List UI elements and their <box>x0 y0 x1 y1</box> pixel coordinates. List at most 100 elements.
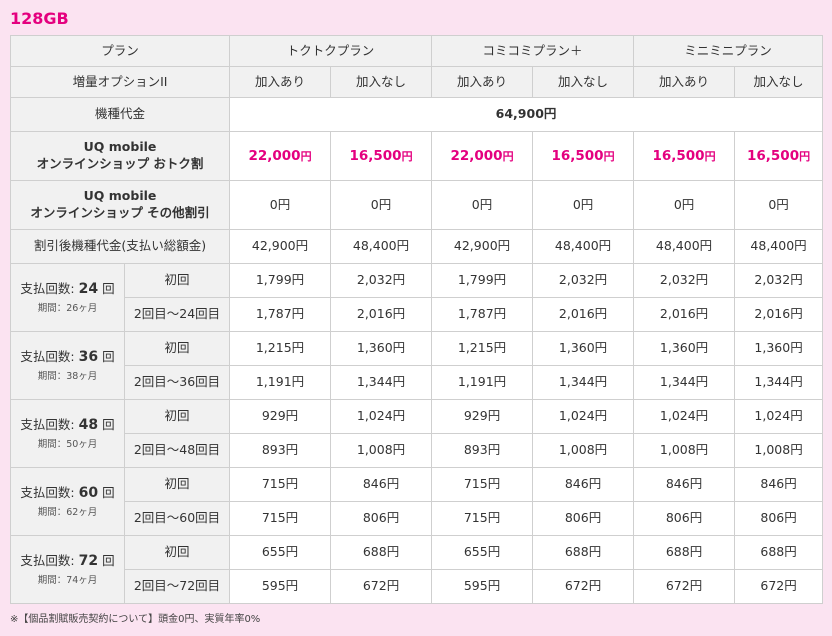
first-payment-value: 688円 <box>633 535 736 570</box>
footnote: ※【個品割賦販売契約について】頭金0円、実質年率0% <box>10 614 261 625</box>
rest-payment-value: 1,008円 <box>633 433 736 468</box>
payment-period: 期間：26ヶ月 <box>37 302 98 314</box>
first-payment-label: 初回 <box>123 535 231 570</box>
payment-row-first: 支払回数: 24 回期間：26ヶ月 初回 1,799円 2,032円 1,799円 2,0… <box>10 263 824 332</box>
first-payment-label: 初回 <box>123 467 231 502</box>
first-payment-value: 846円 <box>734 467 824 502</box>
rest-payment-value: 672円 <box>330 569 433 604</box>
other-discount-value: 0円 <box>532 180 635 230</box>
rest-payment-value: 715円 <box>431 501 534 536</box>
first-payment-value: 1,215円 <box>229 331 332 366</box>
price-table: プラン トクトクプラン コミコミプラン＋ ミニミニプラン 増量オプションII 加… <box>9 35 824 604</box>
first-payment-value: 2,032円 <box>330 263 433 298</box>
otoku-discount-unit: 円 <box>401 149 413 163</box>
rest-payment-value: 2,016円 <box>734 297 824 332</box>
rest-payment-value: 1,191円 <box>431 365 534 400</box>
after-discount-value: 48,400円 <box>734 229 824 264</box>
rest-payment-label: 2回目〜72回目 <box>123 569 231 604</box>
first-payment-label: 初回 <box>123 331 231 366</box>
rest-payment-value: 1,008円 <box>532 433 635 468</box>
payment-row-first: 支払回数: 60 回期間：62ヶ月 初回 715円 846円 715円 846円 846円 8… <box>10 467 824 536</box>
rest-payment-value: 672円 <box>734 569 824 604</box>
payment-count: 72 <box>78 552 99 569</box>
payment-row-first: 支払回数: 48 回期間：50ヶ月 初回 929円 1,024円 929円 1,024円 1… <box>10 399 824 468</box>
first-payment-value: 846円 <box>633 467 736 502</box>
rest-payment-value: 1,344円 <box>532 365 635 400</box>
payment-prefix: 支払回数: <box>20 348 75 364</box>
discount-label-line2: オンラインショップ おトク割 <box>36 156 204 171</box>
after-discount-label: 割引後機種代金(支払い総額金) <box>9 229 231 264</box>
after-discount-value: 48,400円 <box>532 229 635 264</box>
first-payment-value: 929円 <box>229 399 332 434</box>
first-payment-value: 1,799円 <box>229 263 332 298</box>
after-discount-value: 48,400円 <box>330 229 433 264</box>
discount-otoku-label: UQ mobile オンラインショップ おトク割 <box>9 131 231 181</box>
first-payment-value: 929円 <box>431 399 534 434</box>
discount-label-line1: UQ mobile <box>83 188 157 204</box>
option-sub-header: 加入あり <box>633 66 736 98</box>
first-payment-value: 846円 <box>532 467 635 502</box>
first-payment-value: 715円 <box>431 467 534 502</box>
device-price-label: 機種代金 <box>9 97 231 132</box>
rest-payment-value: 1,008円 <box>330 433 433 468</box>
rest-payment-label: 2回目〜36回目 <box>123 365 231 400</box>
first-payment-value: 688円 <box>532 535 635 570</box>
payment-prefix: 支払回数: <box>20 416 75 432</box>
first-payment-value: 2,032円 <box>532 263 635 298</box>
rest-payment-value: 2,016円 <box>532 297 635 332</box>
discount-label-line1: UQ mobile <box>83 139 157 155</box>
payment-count: 48 <box>78 416 99 433</box>
plan-name-tokutoku: トクトクプラン <box>229 35 433 67</box>
otoku-discount-cell: 22,000円 <box>431 131 534 181</box>
payment-row-first: 支払回数: 36 回期間：38ヶ月 初回 1,215円 1,360円 1,215円 1,3… <box>10 331 824 400</box>
other-discount-value: 0円 <box>633 180 736 230</box>
first-payment-value: 846円 <box>330 467 433 502</box>
first-payment-value: 715円 <box>229 467 332 502</box>
payment-count-label: 支払回数: 60 回期間：62ヶ月 <box>10 467 125 536</box>
option-sub-header: 加入あり <box>229 66 332 98</box>
otoku-discount-cell: 16,500円 <box>734 131 824 181</box>
other-discount-value: 0円 <box>431 180 534 230</box>
otoku-discount-cell: 16,500円 <box>532 131 635 181</box>
first-payment-value: 1,360円 <box>330 331 433 366</box>
after-discount-value: 42,900円 <box>229 229 332 264</box>
payment-prefix: 支払回数: <box>20 280 75 296</box>
otoku-discount-unit: 円 <box>704 149 716 163</box>
first-payment-value: 1,024円 <box>532 399 635 434</box>
payment-row-rest: 2回目〜36回目 1,191円 1,344円 1,191円 1,344円 1,344円 1,… <box>11 365 824 400</box>
payment-suffix: 回 <box>102 280 115 296</box>
payment-suffix: 回 <box>102 484 115 500</box>
rest-payment-value: 1,344円 <box>633 365 736 400</box>
otoku-discount-cell: 16,500円 <box>633 131 736 181</box>
rest-payment-value: 1,344円 <box>734 365 824 400</box>
payment-count-label: 支払回数: 72 回期間：74ヶ月 <box>10 535 125 604</box>
payment-period: 期間：38ヶ月 <box>37 370 98 382</box>
otoku-discount-value: 22,000 <box>248 147 301 164</box>
first-payment-value: 688円 <box>734 535 824 570</box>
otoku-discount-unit: 円 <box>300 149 312 163</box>
discount-other-label: UQ mobile オンラインショップ その他割引 <box>9 180 231 230</box>
rest-payment-value: 806円 <box>330 501 433 536</box>
first-payment-value: 1,360円 <box>633 331 736 366</box>
rest-payment-value: 1,787円 <box>229 297 332 332</box>
first-payment-value: 1,024円 <box>330 399 433 434</box>
rest-payment-value: 1,191円 <box>229 365 332 400</box>
otoku-discount-unit: 円 <box>799 149 811 163</box>
option-sub-header: 加入なし <box>734 66 824 98</box>
plan-name-komikomi: コミコミプラン＋ <box>431 35 635 67</box>
payment-suffix: 回 <box>102 416 115 432</box>
payment-prefix: 支払回数: <box>20 484 75 500</box>
first-payment-value: 655円 <box>229 535 332 570</box>
after-discount-value: 48,400円 <box>633 229 736 264</box>
payment-count-label: 支払回数: 36 回期間：38ヶ月 <box>10 331 125 400</box>
rest-payment-value: 715円 <box>229 501 332 536</box>
rest-payment-value: 2,016円 <box>633 297 736 332</box>
first-payment-value: 1,360円 <box>734 331 824 366</box>
rest-payment-value: 806円 <box>633 501 736 536</box>
rest-payment-value: 595円 <box>431 569 534 604</box>
first-payment-value: 655円 <box>431 535 534 570</box>
rest-payment-value: 672円 <box>633 569 736 604</box>
other-discount-value: 0円 <box>330 180 433 230</box>
plan-header: プラン <box>9 35 231 67</box>
other-discount-value: 0円 <box>229 180 332 230</box>
